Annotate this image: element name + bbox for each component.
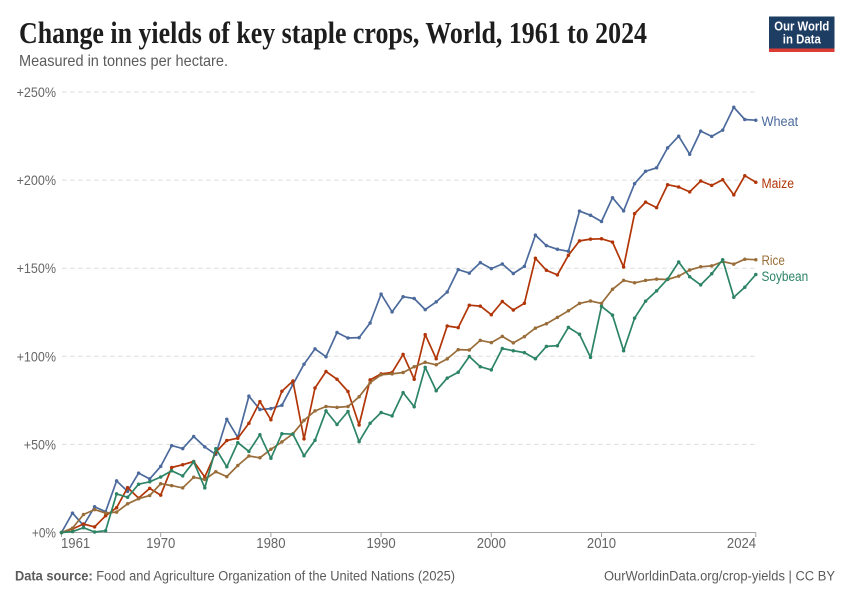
svg-text:in Data: in Data	[783, 31, 822, 46]
svg-text:1990: 1990	[367, 536, 396, 552]
svg-text:1970: 1970	[146, 536, 175, 552]
svg-text:2010: 2010	[587, 536, 616, 552]
svg-text:Our World: Our World	[774, 18, 829, 33]
svg-text:+250%: +250%	[17, 85, 56, 100]
svg-text:+100%: +100%	[17, 349, 56, 364]
svg-text:Soybean: Soybean	[762, 269, 809, 285]
svg-text:OurWorldinData.org/crop-yields: OurWorldinData.org/crop-yields | CC BY	[604, 569, 835, 584]
svg-text:Wheat: Wheat	[762, 114, 799, 130]
svg-text:Data source: Food and Agricult: Data source: Food and Agriculture Organi…	[15, 569, 455, 584]
svg-text:Rice: Rice	[762, 253, 785, 269]
svg-text:+150%: +150%	[17, 261, 56, 276]
svg-text:Measured in tonnes per hectare: Measured in tonnes per hectare.	[19, 53, 228, 70]
svg-text:+200%: +200%	[17, 173, 56, 188]
svg-text:2000: 2000	[477, 536, 506, 552]
svg-text:2024: 2024	[727, 536, 756, 552]
svg-text:Maize: Maize	[762, 176, 795, 192]
svg-text:+0%: +0%	[32, 526, 56, 541]
svg-text:1961: 1961	[61, 536, 90, 552]
svg-text:+50%: +50%	[24, 437, 56, 452]
svg-text:Change in yields of key staple: Change in yields of key staple crops, Wo…	[19, 16, 647, 50]
svg-text:1980: 1980	[256, 536, 285, 552]
